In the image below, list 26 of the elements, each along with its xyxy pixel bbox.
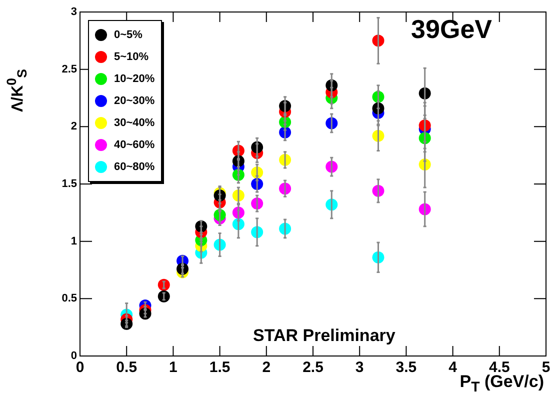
legend-label: 10~20% — [114, 72, 155, 87]
y-tick-label: 0.5 — [62, 292, 77, 305]
annotation: 39GeV — [411, 14, 492, 45]
x-tick-label: 3.5 — [396, 359, 417, 376]
y-tick-label: 2.5 — [62, 63, 77, 76]
y-tick-label: 0 — [70, 350, 77, 362]
legend-label: 5~10% — [114, 50, 149, 65]
x-tick-label: 4 — [448, 359, 458, 376]
x-tick-label: 5 — [542, 359, 550, 376]
x-tick-label: 2 — [262, 359, 271, 376]
legend-label: 20~30% — [114, 94, 155, 109]
legend-label: 60~80% — [114, 160, 155, 175]
legend-label: 0~5% — [114, 28, 142, 43]
y-tick-label: 3 — [70, 6, 77, 18]
y-tick-label: 2 — [70, 120, 77, 133]
y-tick-label: 1 — [70, 235, 77, 248]
x-tick-label: 3 — [355, 359, 364, 376]
legend-label: 30~40% — [114, 116, 155, 131]
y-tick-label: 1.5 — [62, 178, 77, 190]
x-axis-title: P$_{T}$ (GeV/c) — [460, 372, 544, 396]
x-tick-label: 2.5 — [302, 359, 324, 376]
x-tick-label: 1.5 — [209, 359, 230, 376]
x-tick-label: 0.5 — [116, 359, 138, 376]
annotation: STAR Preliminary — [253, 326, 396, 346]
x-tick-label: 1 — [169, 359, 178, 376]
legend-label: 40~60% — [114, 138, 155, 153]
